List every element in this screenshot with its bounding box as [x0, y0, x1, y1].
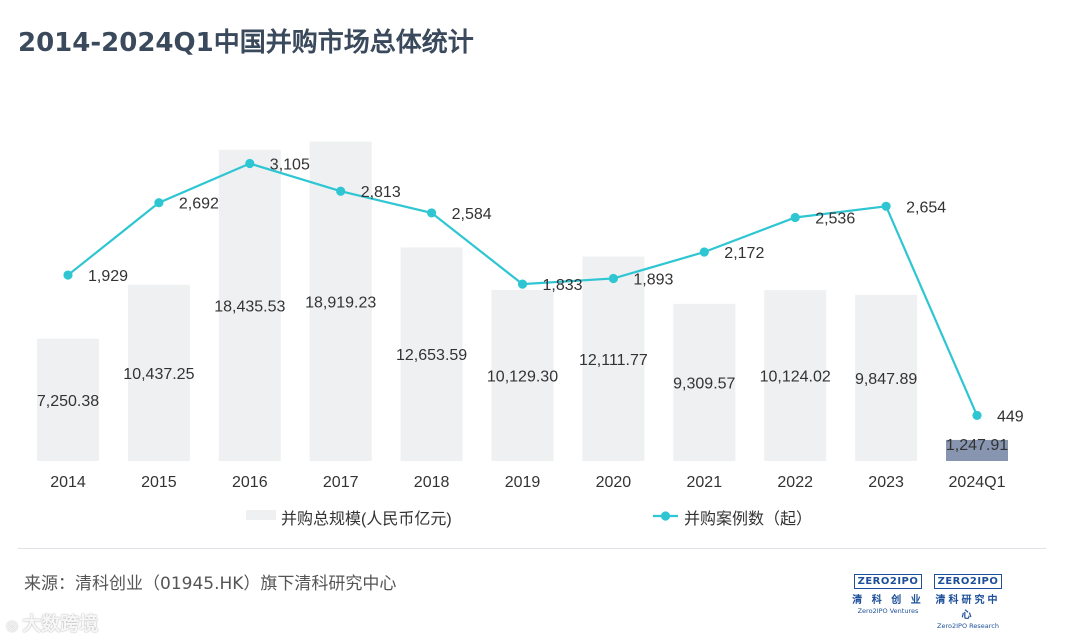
x-tick-label: 2016	[232, 474, 268, 491]
line-value-label: 2,692	[179, 196, 219, 213]
logo-mark: ZERO2IPO	[853, 574, 923, 589]
zero2ipo-ventures-logo: ZERO2IPO 清 科 创 业 Zero2IPO Ventures	[852, 569, 924, 615]
bar-value-label: 18,435.53	[214, 298, 285, 315]
x-tick-label: 2023	[868, 474, 904, 491]
line-value-label: 1,929	[88, 268, 128, 285]
legend-line-label: 并购案例数（起）	[684, 510, 812, 528]
chart-canvas: 7,250.38 10,437.25 18,435.53 18,919.23 12,65…	[37, 141, 1024, 528]
bar-value-label: 12,653.59	[396, 347, 467, 364]
line-point	[881, 201, 891, 211]
bar-value-label: 10,437.25	[123, 366, 194, 383]
watermark-text: 大数跨境	[22, 613, 99, 635]
source-note: 来源：清科创业（01945.HK）旗下清科研究中心	[24, 574, 397, 594]
bar-value-label: 10,129.30	[487, 369, 558, 386]
logo-en: Zero2IPO Research	[937, 622, 999, 630]
divider	[18, 548, 1046, 549]
line-point	[63, 270, 73, 280]
legend-bar-swatch	[246, 510, 276, 520]
line-value-label: 1,893	[633, 271, 673, 288]
bar-value-label: 12,111.77	[579, 352, 648, 369]
line-value-label: 2,536	[815, 210, 855, 227]
line-point	[608, 273, 619, 284]
bar	[946, 439, 1008, 461]
bar	[582, 256, 645, 461]
line-value-label: 449	[997, 408, 1024, 425]
x-tick-label: 2017	[323, 474, 359, 491]
line-value-label: 2,584	[452, 206, 492, 223]
bar-value-label: 10,124.02	[760, 369, 831, 386]
bar-value-label: 7,250.38	[37, 393, 99, 410]
x-tick-label: 2022	[777, 474, 813, 491]
bar	[491, 290, 554, 461]
line-point	[699, 247, 709, 257]
x-tick-label: 2015	[141, 474, 177, 491]
legend-bar-label: 并购总规模(人民币亿元)	[281, 510, 452, 528]
x-tick-label: 2019	[505, 474, 541, 491]
bar-value-label: 18,919.23	[305, 294, 376, 311]
line-point	[517, 279, 528, 289]
watermark-icon: ◎	[6, 618, 19, 634]
line-point	[336, 186, 346, 196]
bar-value-label: 9,309.57	[673, 375, 735, 392]
line-value-label: 1,833	[543, 277, 583, 294]
line-point	[154, 198, 164, 208]
logo-cn: 清科研究中心	[935, 595, 1001, 621]
x-tick-label: 2021	[687, 474, 723, 491]
x-tick-label: 2020	[596, 474, 632, 491]
line-value-label: 2,172	[724, 245, 764, 262]
bar	[855, 294, 918, 461]
bar	[764, 290, 827, 461]
bar	[127, 284, 190, 461]
bar	[400, 247, 463, 461]
line-value-label: 2,813	[361, 184, 401, 201]
logo-mark: ZERO2IPO	[933, 574, 1003, 589]
legend-line-marker	[660, 511, 671, 521]
bar	[673, 303, 736, 461]
logo-en: Zero2IPO Ventures	[857, 607, 919, 615]
x-tick-label: 2018	[414, 474, 450, 491]
x-tick-label: 2024Q1	[949, 474, 1006, 491]
line-value-label: 3,105	[270, 157, 310, 174]
zero2ipo-research-logo: ZERO2IPO 清科研究中心 Zero2IPO Research	[932, 569, 1004, 630]
bar-value-label: 9,847.89	[855, 371, 917, 388]
logo-cn: 清 科 创 业	[852, 595, 924, 606]
line-point	[972, 410, 982, 421]
line-value-label: 2,654	[906, 199, 946, 216]
line-point	[790, 212, 800, 223]
watermark: ◎ 大数跨境	[6, 609, 98, 636]
bar	[37, 338, 99, 461]
line-point	[245, 158, 255, 169]
x-tick-label: 2014	[50, 474, 86, 491]
chart-title: 2014-2024Q1中国并购市场总体统计	[18, 28, 474, 58]
bar	[218, 149, 281, 461]
bar-value-label: 1,247.91	[946, 437, 1008, 454]
line-point	[427, 208, 437, 218]
